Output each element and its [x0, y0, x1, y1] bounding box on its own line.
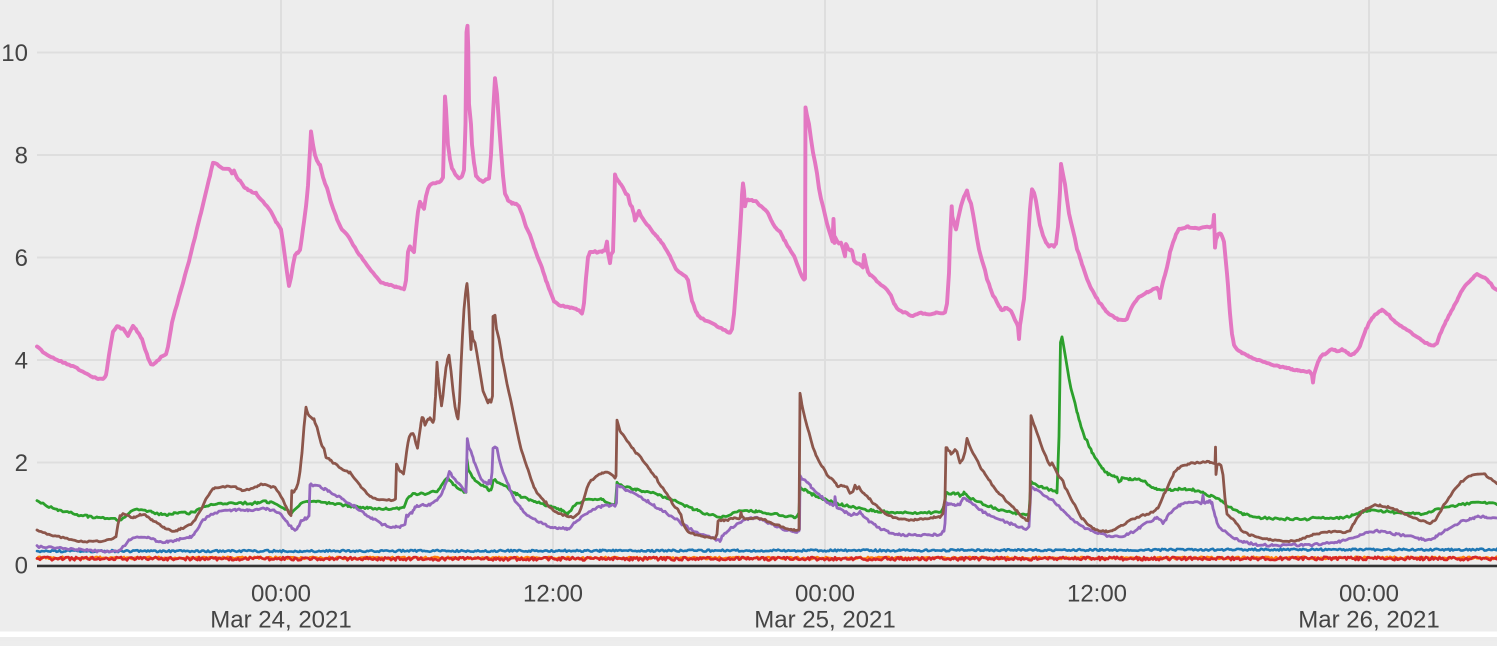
svg-text:4: 4: [15, 347, 28, 374]
svg-text:00:00: 00:00: [251, 581, 311, 608]
svg-text:8: 8: [15, 142, 28, 169]
svg-text:12:00: 12:00: [523, 581, 583, 608]
svg-text:12:00: 12:00: [1067, 581, 1127, 608]
svg-text:2: 2: [15, 450, 28, 477]
svg-text:Mar 24, 2021: Mar 24, 2021: [210, 607, 351, 634]
svg-text:0: 0: [15, 552, 28, 579]
svg-text:10: 10: [1, 40, 28, 67]
svg-text:00:00: 00:00: [795, 581, 855, 608]
svg-text:6: 6: [15, 245, 28, 272]
svg-text:Mar 26, 2021: Mar 26, 2021: [1298, 607, 1439, 634]
svg-text:Mar 25, 2021: Mar 25, 2021: [754, 607, 895, 634]
svg-text:00:00: 00:00: [1339, 581, 1399, 608]
